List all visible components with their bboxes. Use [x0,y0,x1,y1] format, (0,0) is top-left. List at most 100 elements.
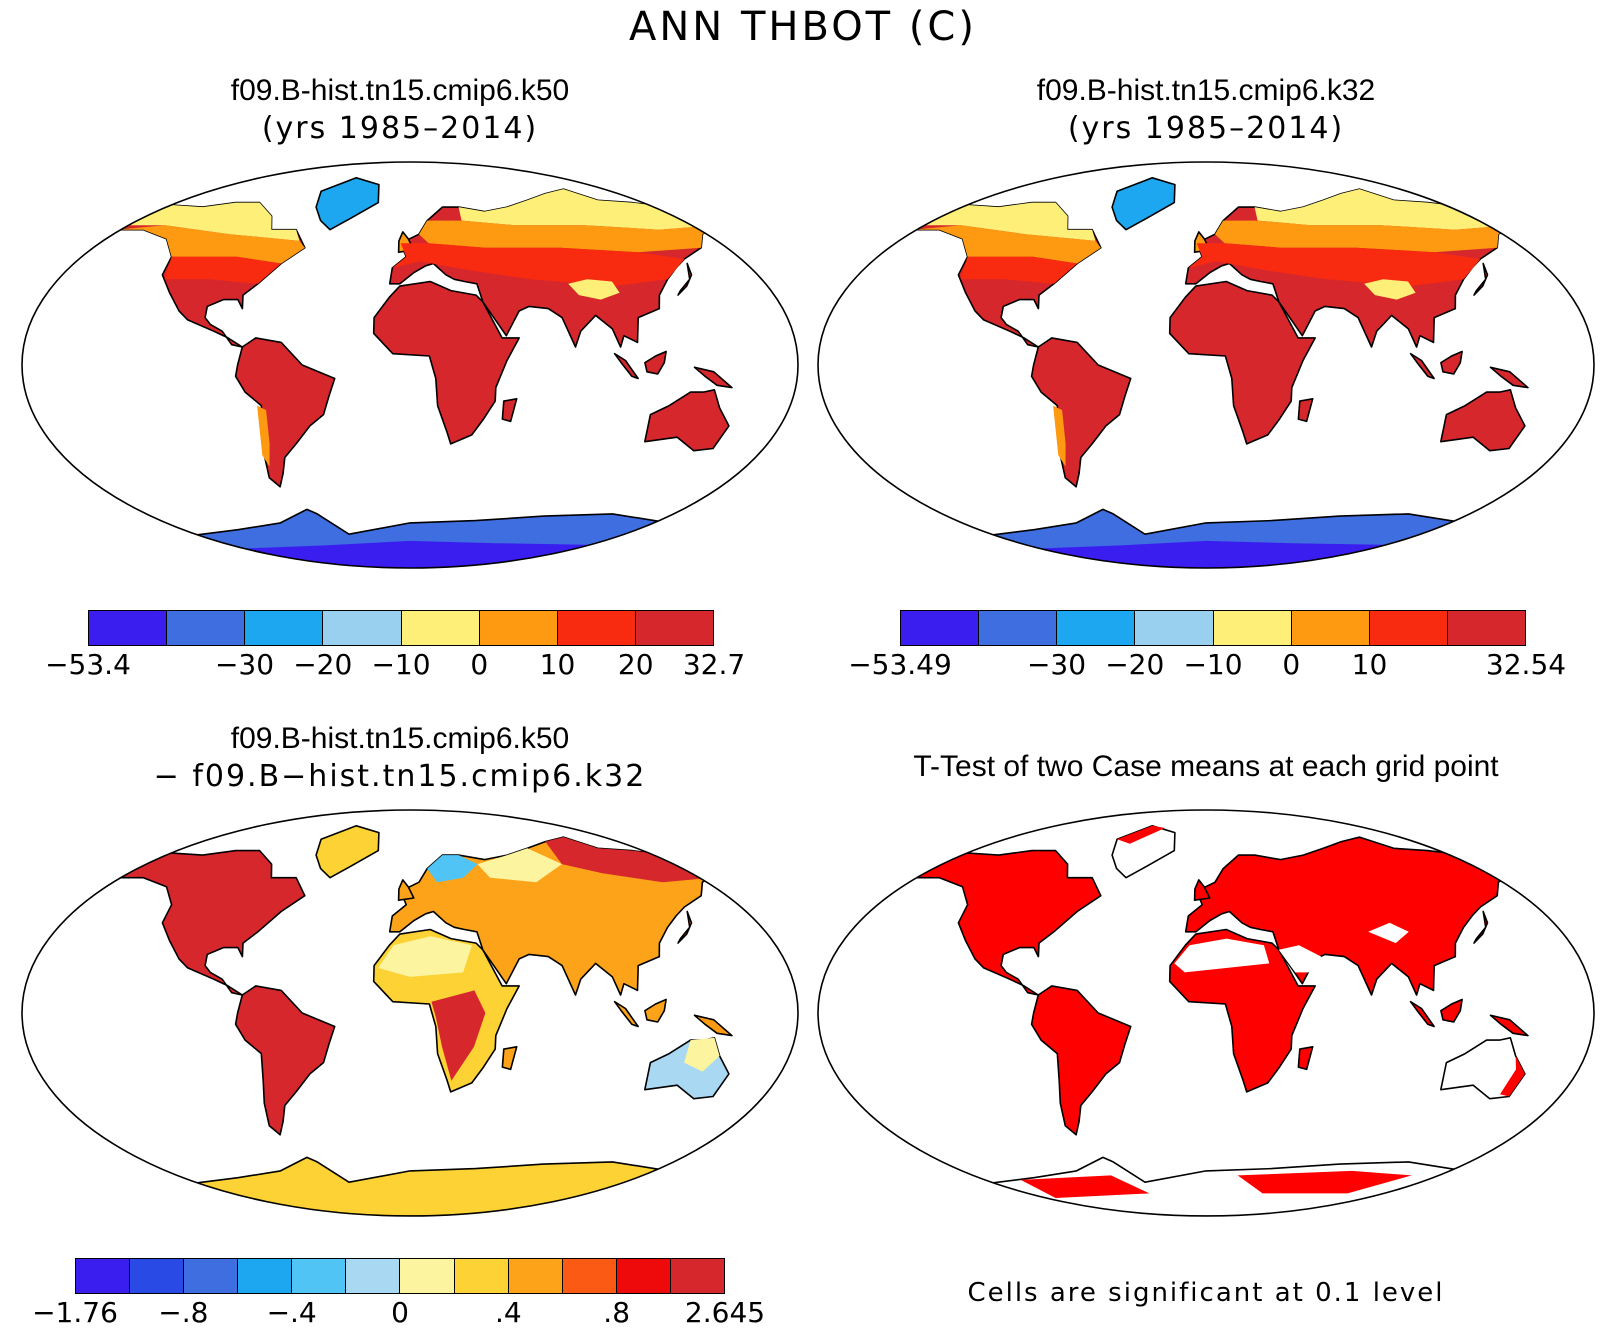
map-panel-diff [21,809,799,1217]
colorbar-swatches [75,1258,725,1294]
landmass-madagascar [1297,1046,1314,1071]
ttest-greenland-edge [1117,825,1165,844]
colorbar-swatch [1369,611,1448,645]
landmass-eurasia [1184,836,1513,996]
colorbar-swatch [167,611,246,645]
band-north-america-orange [912,225,1101,264]
landmass-greenland [315,824,380,879]
map-border [817,161,1595,569]
tibet-yellow [1364,279,1416,300]
tibet-yellow [568,279,620,300]
landmass-south-america [1030,985,1132,1136]
colorbar-tick-label: 10 [1351,648,1388,681]
colorbar-tick-label: 0 [1282,648,1301,681]
andes-orange [257,405,270,467]
panel-k50-title: f09.B-hist.tn15.cmip6.k50 (yrs 1985–2014… [0,72,800,148]
colorbar-tick-label: 10 [539,648,576,681]
colorbar-tick-label: −.4 [266,1296,317,1329]
band-eurasia-red [1188,243,1481,287]
colorbar-tick-label: −20 [293,648,353,681]
landmass-islands-borneo [644,998,667,1023]
band-eurasia-yellow [1254,189,1513,230]
landmass-madagascar [501,1046,518,1071]
colorbar-tick-label: 32.7 [682,648,746,681]
colorbar-tick-label: −53.49 [848,648,952,681]
map-border [21,809,799,1217]
landmass-australia [1439,389,1526,452]
colorbar-tick-label: −.8 [158,1296,209,1329]
map-panel-k50 [21,161,799,569]
colorbar-swatch [1291,611,1370,645]
map-land-layer [911,824,1529,1216]
colorbar-swatch [238,1259,293,1293]
colorbar-swatch [562,1259,617,1293]
landmass-islands-japan [677,262,693,296]
colorbar-swatch [401,611,480,645]
panel-k50-title-line1: f09.B-hist.tn15.cmip6.k50 [230,74,570,107]
ttest-antarctica-patch-2 [1237,1170,1412,1194]
map-panel-k32 [817,161,1595,569]
colorbar-tick-label: −30 [214,648,275,681]
andes-orange [1053,405,1066,467]
landmass-islands-sumatra [613,352,639,380]
ttest-tibet-nonsig [1368,922,1409,944]
band-eurasia-red [392,243,685,287]
landmass-madagascar [1297,398,1314,423]
colorbar-swatch [635,611,713,645]
colorbar-swatch [670,1259,724,1293]
landmass-north-america [911,849,1102,996]
diff-europe-blue [427,855,478,883]
map-land-layer [115,176,733,568]
panel-k50-title-line2: (yrs 1985–2014) [261,111,539,146]
map-land-layer [911,176,1529,568]
colorbar-swatch [901,611,980,645]
landmass-greenland [1111,176,1176,231]
colorbar-swatch [1447,611,1525,645]
colorbar-swatch [479,611,558,645]
band-north-america-yellow [121,202,300,241]
colorbar-diff: −1.76 −.8 −.4 0 .4 .8 2.645 [32,1258,765,1329]
landmass-islands-sumatra [1409,1000,1435,1028]
diff-sahara-yellow [378,936,472,977]
landmass-madagascar [501,398,518,423]
colorbar-swatch [76,1259,131,1293]
colorbar-tick-label: 2.645 [684,1296,766,1329]
landmass-islands-sumatra [1409,352,1435,380]
landmass-africa [372,280,521,445]
colorbar-tick-label: −20 [1105,648,1165,681]
colorbar-swatch [323,611,402,645]
panel-diff-title-line1: f09.B-hist.tn15.cmip6.k50 [230,722,570,755]
landmass-islands-new-guinea [693,1014,733,1037]
diff-siberia-red [545,837,713,883]
colorbar-swatches [88,610,714,646]
diff-australia-yellow [684,1037,720,1072]
colorbar-k50: −53.4 −30 −20 −10 0 10 20 32.7 [45,610,745,690]
landmass-south-america [1030,337,1132,488]
landmass-islands-japan [1473,910,1489,944]
ttest-australia-east [1500,1055,1525,1097]
panel-ttest-title: T-Test of two Case means at each grid po… [806,748,1606,786]
landmass-islands-sumatra [613,1000,639,1028]
colorbar-swatch [1213,611,1292,645]
diff-central-africa-red [431,990,486,1081]
landmass-islands-japan [677,910,693,944]
colorbar-swatches [900,610,1526,646]
diff-amazon-red [255,1001,320,1070]
panel-k32-title: f09.B-hist.tn15.cmip6.k32 (yrs 1985–2014… [806,72,1606,148]
colorbar-tick-label: −1.76 [32,1296,118,1329]
colorbar-tick-label: 0 [391,1296,409,1329]
landmass-south-america [234,337,336,488]
significance-note: Cells are significant at 0.1 level [967,1278,1445,1308]
colorbar-tick-label: 20 [617,648,654,681]
ttest-sahara-nonsig [1174,938,1270,973]
panel-diff-title: f09.B-hist.tn15.cmip6.k50 − f09.B−hist.t… [0,720,800,796]
colorbar-swatch [89,611,168,645]
landmass-antarctica [146,1156,678,1216]
colorbar-tick-label: 0 [470,648,489,681]
landmass-islands-new-guinea [1489,366,1529,389]
colorbar-swatch [292,1259,347,1293]
landmass-islands-japan [1473,262,1489,296]
band-eurasia-orange [1215,220,1513,253]
colorbar-swatch [454,1259,509,1293]
map-border [817,809,1595,1217]
